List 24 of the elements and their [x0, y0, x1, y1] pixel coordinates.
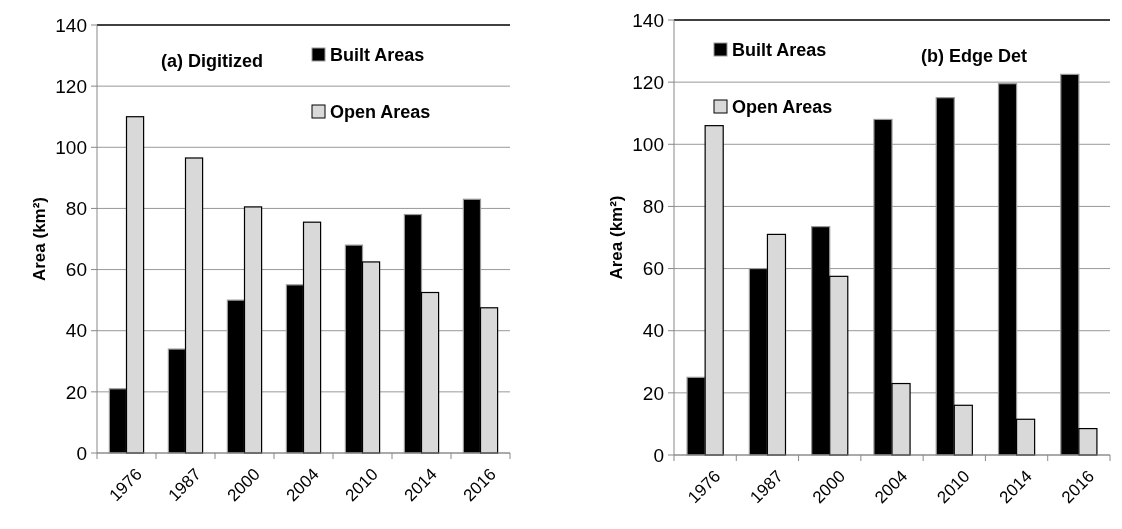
y-tick-label: 0	[653, 444, 664, 466]
legend-label: Built Areas	[732, 40, 827, 61]
y-tick-label: 60	[642, 258, 664, 280]
y-tick-label: 80	[642, 196, 664, 218]
y-tick-label: 20	[65, 381, 87, 403]
y-tick-label: 120	[632, 71, 664, 93]
legend-label: Open Areas	[732, 97, 833, 118]
y-tick-label: 100	[632, 133, 664, 155]
y-tick-label: 60	[65, 259, 87, 281]
y-axis-title: Area (km²)	[607, 195, 626, 280]
y-axis-title: Area (km²)	[30, 196, 49, 282]
y-tick-label: 80	[65, 198, 87, 220]
text: (b) Edge Det	[921, 46, 1027, 67]
text: (a) Digitized	[161, 51, 263, 72]
legend-label: Built Areas	[330, 45, 425, 66]
y-tick-label: 100	[55, 136, 87, 158]
y-tick-label: 140	[55, 14, 87, 36]
y-tick-label: 120	[55, 75, 87, 97]
y-tick-label: 40	[642, 320, 664, 342]
y-tick-label: 0	[76, 442, 87, 464]
y-tick-label: 20	[642, 382, 664, 404]
y-tick-label: 40	[65, 320, 87, 342]
legend-label: Open Areas	[330, 102, 431, 123]
y-tick-label: 140	[632, 9, 664, 31]
